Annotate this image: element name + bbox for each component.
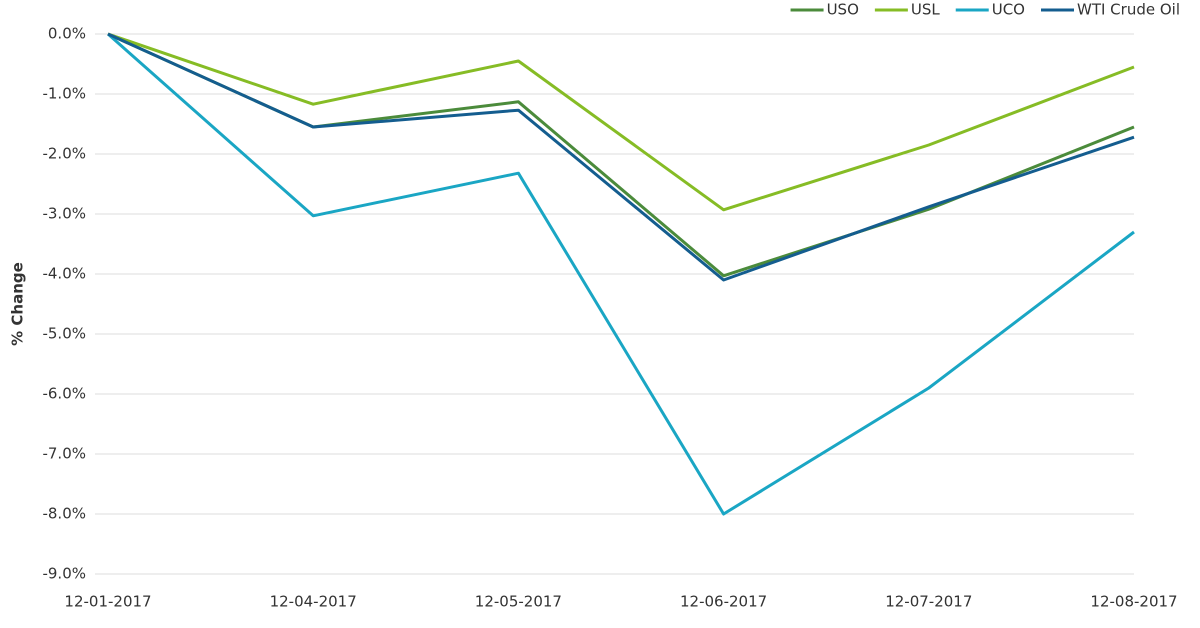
legend-label: UCO: [992, 1, 1025, 19]
x-tick-label: 12-06-2017: [680, 593, 767, 611]
y-tick-label: -9.0%: [42, 565, 86, 583]
legend-label: USO: [827, 1, 859, 19]
x-tick-label: 12-05-2017: [475, 593, 562, 611]
y-tick-label: -6.0%: [42, 385, 86, 403]
y-tick-label: -4.0%: [42, 265, 86, 283]
series-line: [107, 32, 1135, 516]
y-tick-label: 0.0%: [48, 25, 86, 43]
y-tick-label: -5.0%: [42, 325, 86, 343]
series-line: [107, 32, 1135, 212]
y-tick-label: -1.0%: [42, 85, 86, 103]
y-tick-label: -7.0%: [42, 445, 86, 463]
y-tick-label: -3.0%: [42, 205, 86, 223]
x-tick-label: 12-04-2017: [270, 593, 357, 611]
y-tick-label: -2.0%: [42, 145, 86, 163]
series-line: [107, 32, 1135, 278]
x-tick-label: 12-07-2017: [885, 593, 972, 611]
legend-label: USL: [911, 1, 941, 19]
legend-label: WTI Crude Oil: [1077, 1, 1180, 19]
y-tick-label: -8.0%: [42, 505, 86, 523]
y-axis-label: % Change: [9, 262, 27, 346]
series-line: [107, 32, 1135, 282]
x-tick-label: 12-01-2017: [64, 593, 151, 611]
x-tick-label: 12-08-2017: [1090, 593, 1177, 611]
